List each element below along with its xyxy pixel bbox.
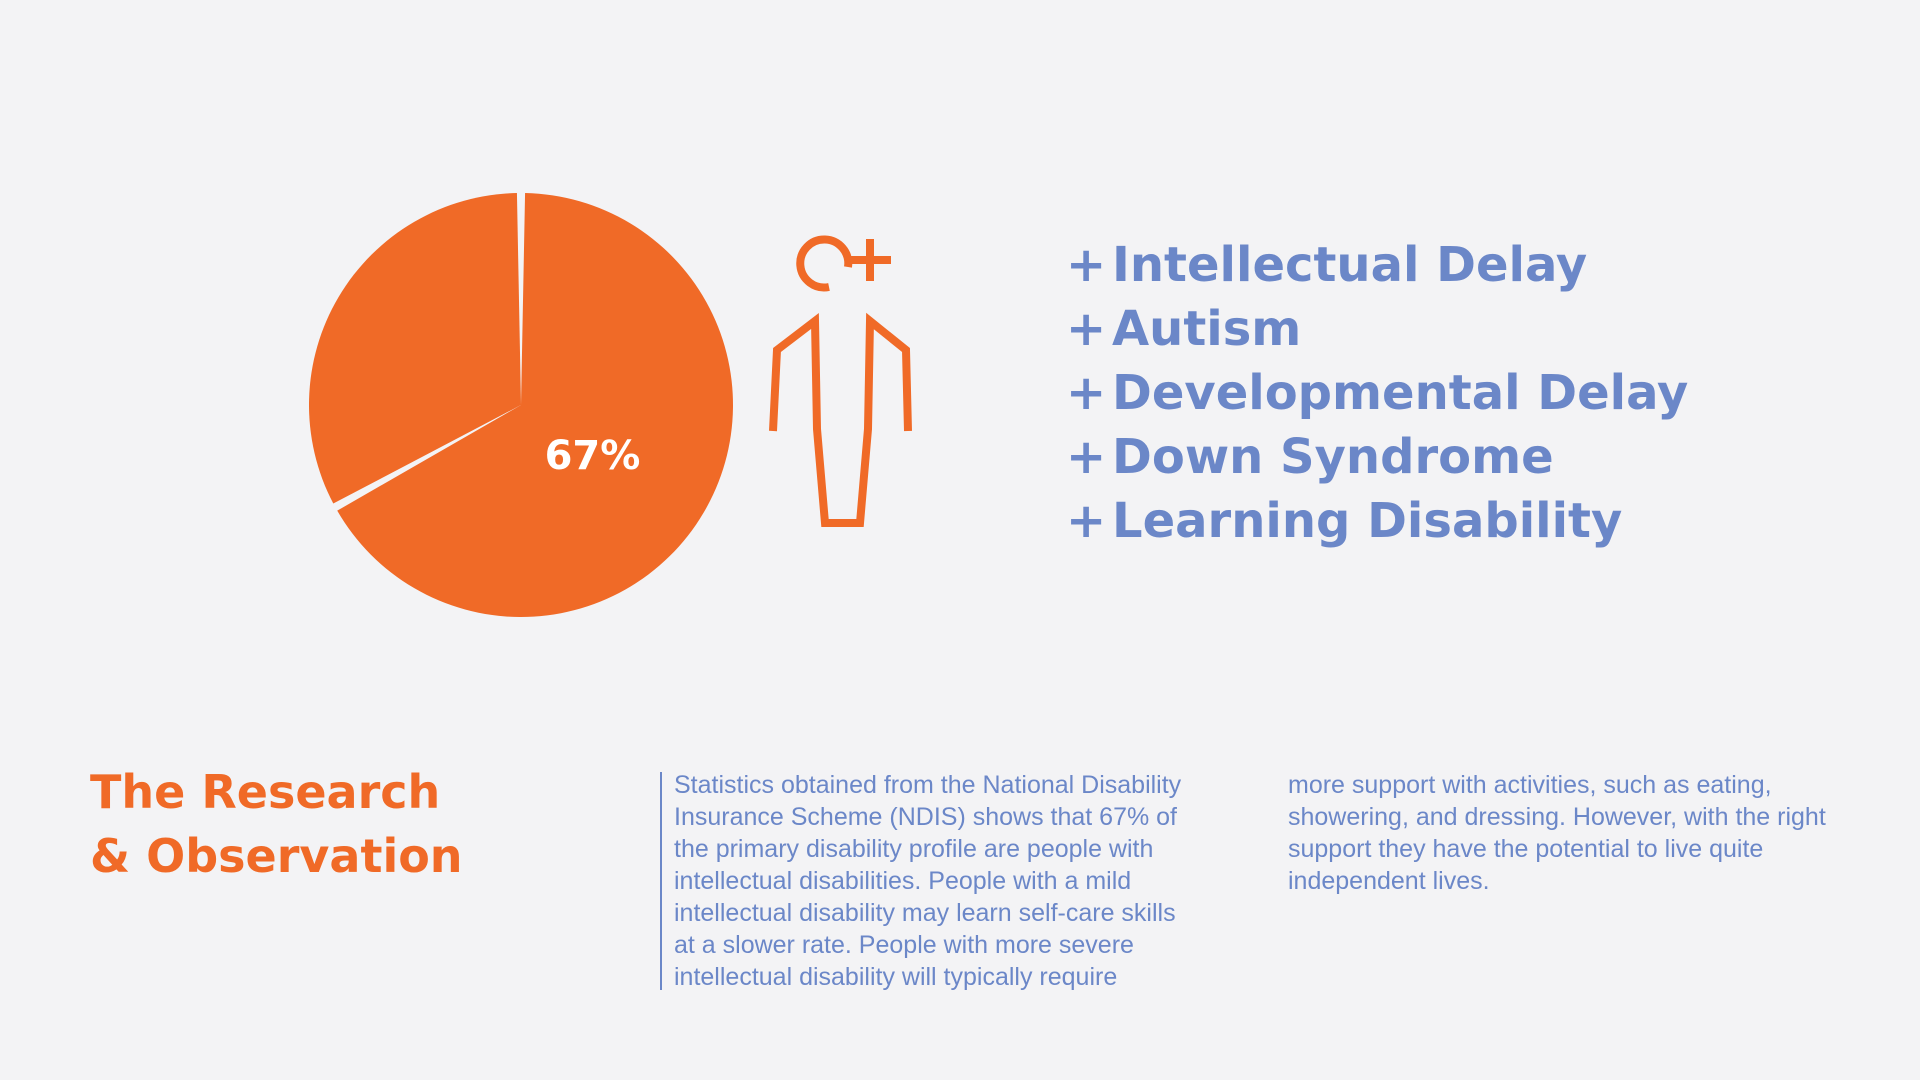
body-text-line: Insurance Scheme (NDIS) shows that 67% o… — [674, 803, 1178, 831]
condition-label: Down Syndrome — [1112, 429, 1554, 485]
body-text-line: intellectual disability will typically r… — [674, 963, 1118, 991]
body-text-line: the primary disability profile are peopl… — [674, 835, 1154, 863]
condition-item: + Learning Disability — [1066, 489, 1688, 553]
section-title-line: & Observation — [90, 829, 463, 883]
condition-item: + Developmental Delay — [1066, 361, 1688, 425]
body-text-line: support they have the potential to live … — [1288, 835, 1764, 863]
plus-icon: + — [1066, 429, 1107, 485]
figure-plus — [849, 239, 891, 281]
figure-body — [769, 312, 912, 527]
section-title-line: The Research — [90, 765, 441, 819]
condition-label: Learning Disability — [1112, 493, 1623, 549]
condition-item: + Autism — [1066, 297, 1688, 361]
body-text-column-left: Statistics obtained from the National Di… — [674, 769, 1181, 993]
body-text-line: at a slower rate. People with more sever… — [674, 931, 1134, 959]
plus-icon: + — [1066, 365, 1107, 421]
body-text-column-right: more support with activities, such as ea… — [1288, 769, 1826, 897]
person-with-plus-icon — [769, 235, 912, 527]
body-text-line: Statistics obtained from the National Di… — [674, 771, 1182, 799]
pie-data-label: 67% — [545, 433, 641, 479]
condition-item: + Intellectual Delay — [1066, 233, 1688, 297]
plus-icon: + — [1066, 493, 1107, 549]
condition-label: Intellectual Delay — [1112, 237, 1588, 293]
body-text-line: independent lives. — [1288, 867, 1490, 895]
vertical-divider — [660, 772, 662, 990]
conditions-list: + Intellectual Delay + Autism + Developmental… — [1066, 233, 1688, 553]
condition-label: Developmental Delay — [1112, 365, 1689, 421]
plus-icon: + — [1066, 237, 1107, 293]
body-text-line: showering, and dressing. However, with t… — [1288, 803, 1826, 831]
pie-slice — [337, 193, 733, 617]
plus-icon: + — [1066, 301, 1107, 357]
section-title: The Research & Observation — [90, 760, 463, 888]
body-text-line: intellectual disability may learn self-c… — [674, 899, 1176, 927]
figure-head — [796, 235, 853, 292]
pie-slice — [309, 193, 521, 504]
pie-chart: 67% — [309, 193, 733, 617]
condition-item: + Down Syndrome — [1066, 425, 1688, 489]
body-text-line: intellectual disabilities. People with a… — [674, 867, 1132, 895]
body-text-line: more support with activities, such as ea… — [1288, 771, 1772, 799]
condition-label: Autism — [1112, 301, 1302, 357]
